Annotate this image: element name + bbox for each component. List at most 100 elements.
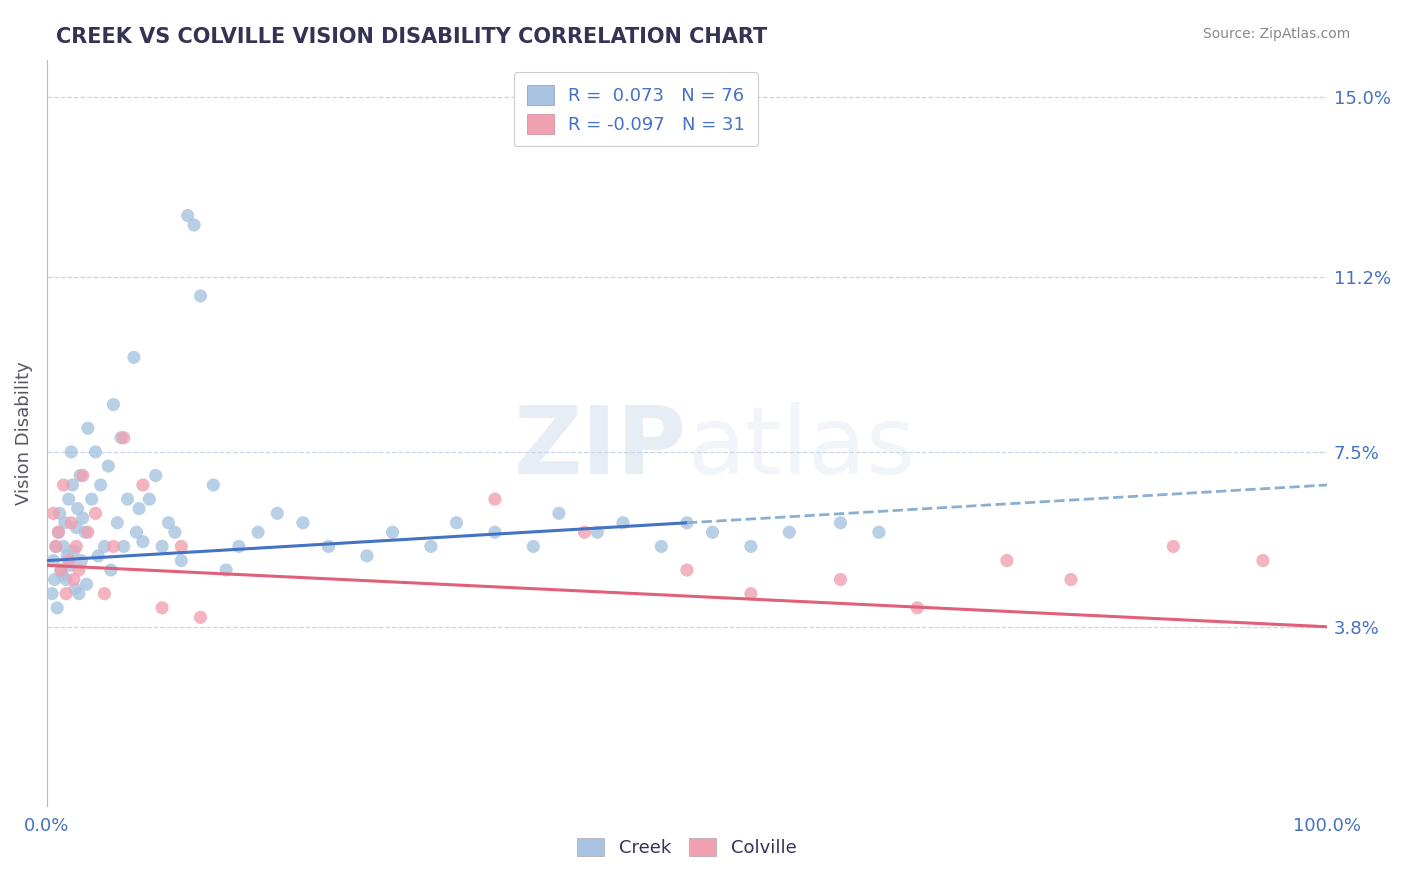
Point (45, 540, 67, 554)
Point (63, 582, 86, 596)
Point (132, 534, 155, 549)
Point (44, 573, 66, 587)
Point (48, 525, 70, 540)
Point (419, 540, 441, 554)
Point (62, 478, 84, 492)
Point (117, 492, 139, 507)
Point (830, 516, 852, 530)
Point (65, 540, 87, 554)
Point (84, 506, 107, 520)
Point (72, 468, 94, 483)
Point (740, 540, 762, 554)
Point (48, 506, 70, 520)
Point (84, 445, 107, 459)
Point (446, 516, 468, 530)
Point (995, 553, 1018, 567)
Point (291, 516, 314, 530)
Point (66, 501, 89, 516)
Point (356, 549, 378, 563)
Point (1251, 553, 1274, 567)
Point (58, 492, 80, 507)
Y-axis label: Vision Disability: Vision Disability (15, 361, 32, 505)
Point (202, 478, 225, 492)
Point (60, 445, 83, 459)
Point (103, 540, 125, 554)
Legend: Creek, Colville: Creek, Colville (569, 830, 804, 864)
Point (574, 525, 596, 540)
Point (145, 468, 167, 483)
Point (49, 563, 72, 577)
Point (740, 587, 762, 601)
Point (72, 511, 94, 525)
Point (55, 573, 77, 587)
Point (215, 563, 238, 577)
Point (125, 525, 148, 540)
Point (56, 549, 79, 563)
Point (90, 478, 112, 492)
Point (100, 563, 122, 577)
Point (67, 563, 90, 577)
Point (905, 600, 928, 615)
Point (266, 506, 288, 520)
Point (318, 540, 340, 554)
Point (381, 525, 404, 540)
Point (112, 431, 135, 445)
Point (80, 492, 103, 507)
Point (676, 516, 699, 530)
Point (87, 549, 110, 563)
Text: ZIP: ZIP (515, 402, 688, 494)
Point (163, 525, 186, 540)
Point (170, 553, 193, 567)
Point (170, 540, 193, 554)
Point (105, 516, 128, 530)
Point (702, 525, 724, 540)
Point (830, 573, 852, 587)
Point (45, 540, 67, 554)
Point (53, 516, 76, 530)
Point (128, 501, 150, 516)
Point (46, 600, 69, 615)
Point (59, 558, 82, 573)
Point (1163, 540, 1185, 554)
Point (76, 577, 98, 591)
Point (676, 563, 699, 577)
Point (62, 544, 84, 558)
Point (52, 478, 75, 492)
Point (65, 520, 87, 534)
Point (612, 516, 634, 530)
Point (52, 540, 75, 554)
Point (190, 610, 212, 624)
Point (176, 209, 198, 223)
Point (150, 600, 173, 615)
Text: CREEK VS COLVILLE VISION DISABILITY CORRELATION CHART: CREEK VS COLVILLE VISION DISABILITY CORR… (56, 27, 768, 46)
Point (122, 351, 145, 365)
Point (157, 516, 180, 530)
Point (112, 540, 135, 554)
Point (110, 431, 132, 445)
Point (522, 540, 544, 554)
Point (484, 525, 506, 540)
Point (41, 587, 63, 601)
Point (60, 516, 83, 530)
Point (150, 540, 173, 554)
Point (484, 492, 506, 507)
Point (650, 540, 672, 554)
Point (58, 553, 80, 567)
Point (103, 398, 125, 412)
Point (62, 573, 84, 587)
Point (42, 553, 65, 567)
Point (69, 468, 91, 483)
Point (132, 478, 155, 492)
Text: atlas: atlas (688, 402, 915, 494)
Point (76, 525, 98, 540)
Point (190, 289, 212, 303)
Point (93, 587, 115, 601)
Point (93, 540, 115, 554)
Point (48, 525, 70, 540)
Text: Source: ZipAtlas.com: Source: ZipAtlas.com (1202, 27, 1350, 41)
Point (97, 459, 120, 474)
Point (75, 525, 97, 540)
Point (247, 525, 270, 540)
Point (868, 525, 890, 540)
Point (586, 525, 609, 540)
